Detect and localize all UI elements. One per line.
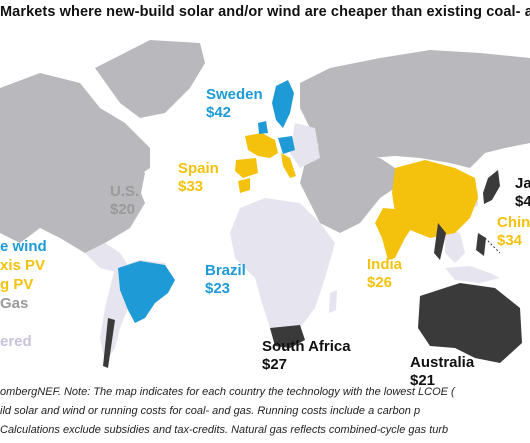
label-japan: Ja $4 [515, 175, 530, 210]
label-india: India $26 [367, 256, 403, 291]
map-title: Markets where new-build solar and/or win… [0, 4, 530, 20]
russia [300, 50, 530, 168]
label-south-africa: South Africa $27 [262, 338, 351, 373]
coal-markets [103, 170, 522, 368]
sweden-shape [272, 80, 294, 128]
southeast-asia [445, 228, 465, 263]
western-europe-solar [245, 133, 278, 158]
indonesia [445, 266, 500, 283]
footnote-line-2: ild solar and wind or running costs for … [0, 405, 421, 417]
usa-shape [40, 158, 145, 218]
australia-shape [418, 283, 522, 363]
label-australia: Australia $21 [410, 354, 475, 389]
india-shape [375, 208, 415, 260]
eastern-europe [290, 123, 320, 168]
spain-shape [235, 158, 258, 178]
wind-markets [118, 80, 295, 323]
world-map [0, 40, 530, 368]
legend-wind: e wind [0, 238, 47, 255]
legend-not-covered: ered [0, 333, 32, 350]
south-africa-shape [270, 325, 305, 348]
central-america [85, 243, 130, 273]
africa [230, 198, 335, 338]
label-us: U.S. $20 [110, 183, 140, 218]
italy-shape [281, 153, 296, 178]
legend-tracking-pv: g PV [0, 276, 34, 293]
legend-fixed-axis-pv: xis PV [0, 257, 46, 274]
germany-shape [278, 136, 295, 154]
vietnam-shape [434, 223, 446, 260]
japan-shape [483, 170, 500, 204]
chile-shape [103, 318, 115, 368]
legend-gas: Gas [0, 295, 29, 312]
philippines-shape [476, 233, 486, 256]
madagascar [329, 290, 337, 313]
greenland [95, 40, 205, 118]
label-sweden: Sweden $42 [206, 86, 263, 121]
label-china: Chin $34 [497, 214, 530, 249]
solar-markets [235, 133, 478, 260]
morocco-shape [238, 178, 250, 193]
footnote: ombergNEF. Note: The map indicates for e… [0, 383, 530, 440]
footnote-line-1: ombergNEF. Note: The map indicates for e… [0, 386, 455, 398]
brazil-shape [118, 261, 175, 323]
uk-shape [258, 121, 268, 134]
china-shape [392, 160, 478, 238]
footnote-line-3: Calculations exclude subsidies and tax-c… [0, 424, 449, 436]
central-asia [300, 143, 395, 233]
label-spain: Spain $33 [178, 160, 219, 195]
label-brazil: Brazil $23 [205, 262, 246, 297]
china-leader-line [484, 237, 501, 254]
